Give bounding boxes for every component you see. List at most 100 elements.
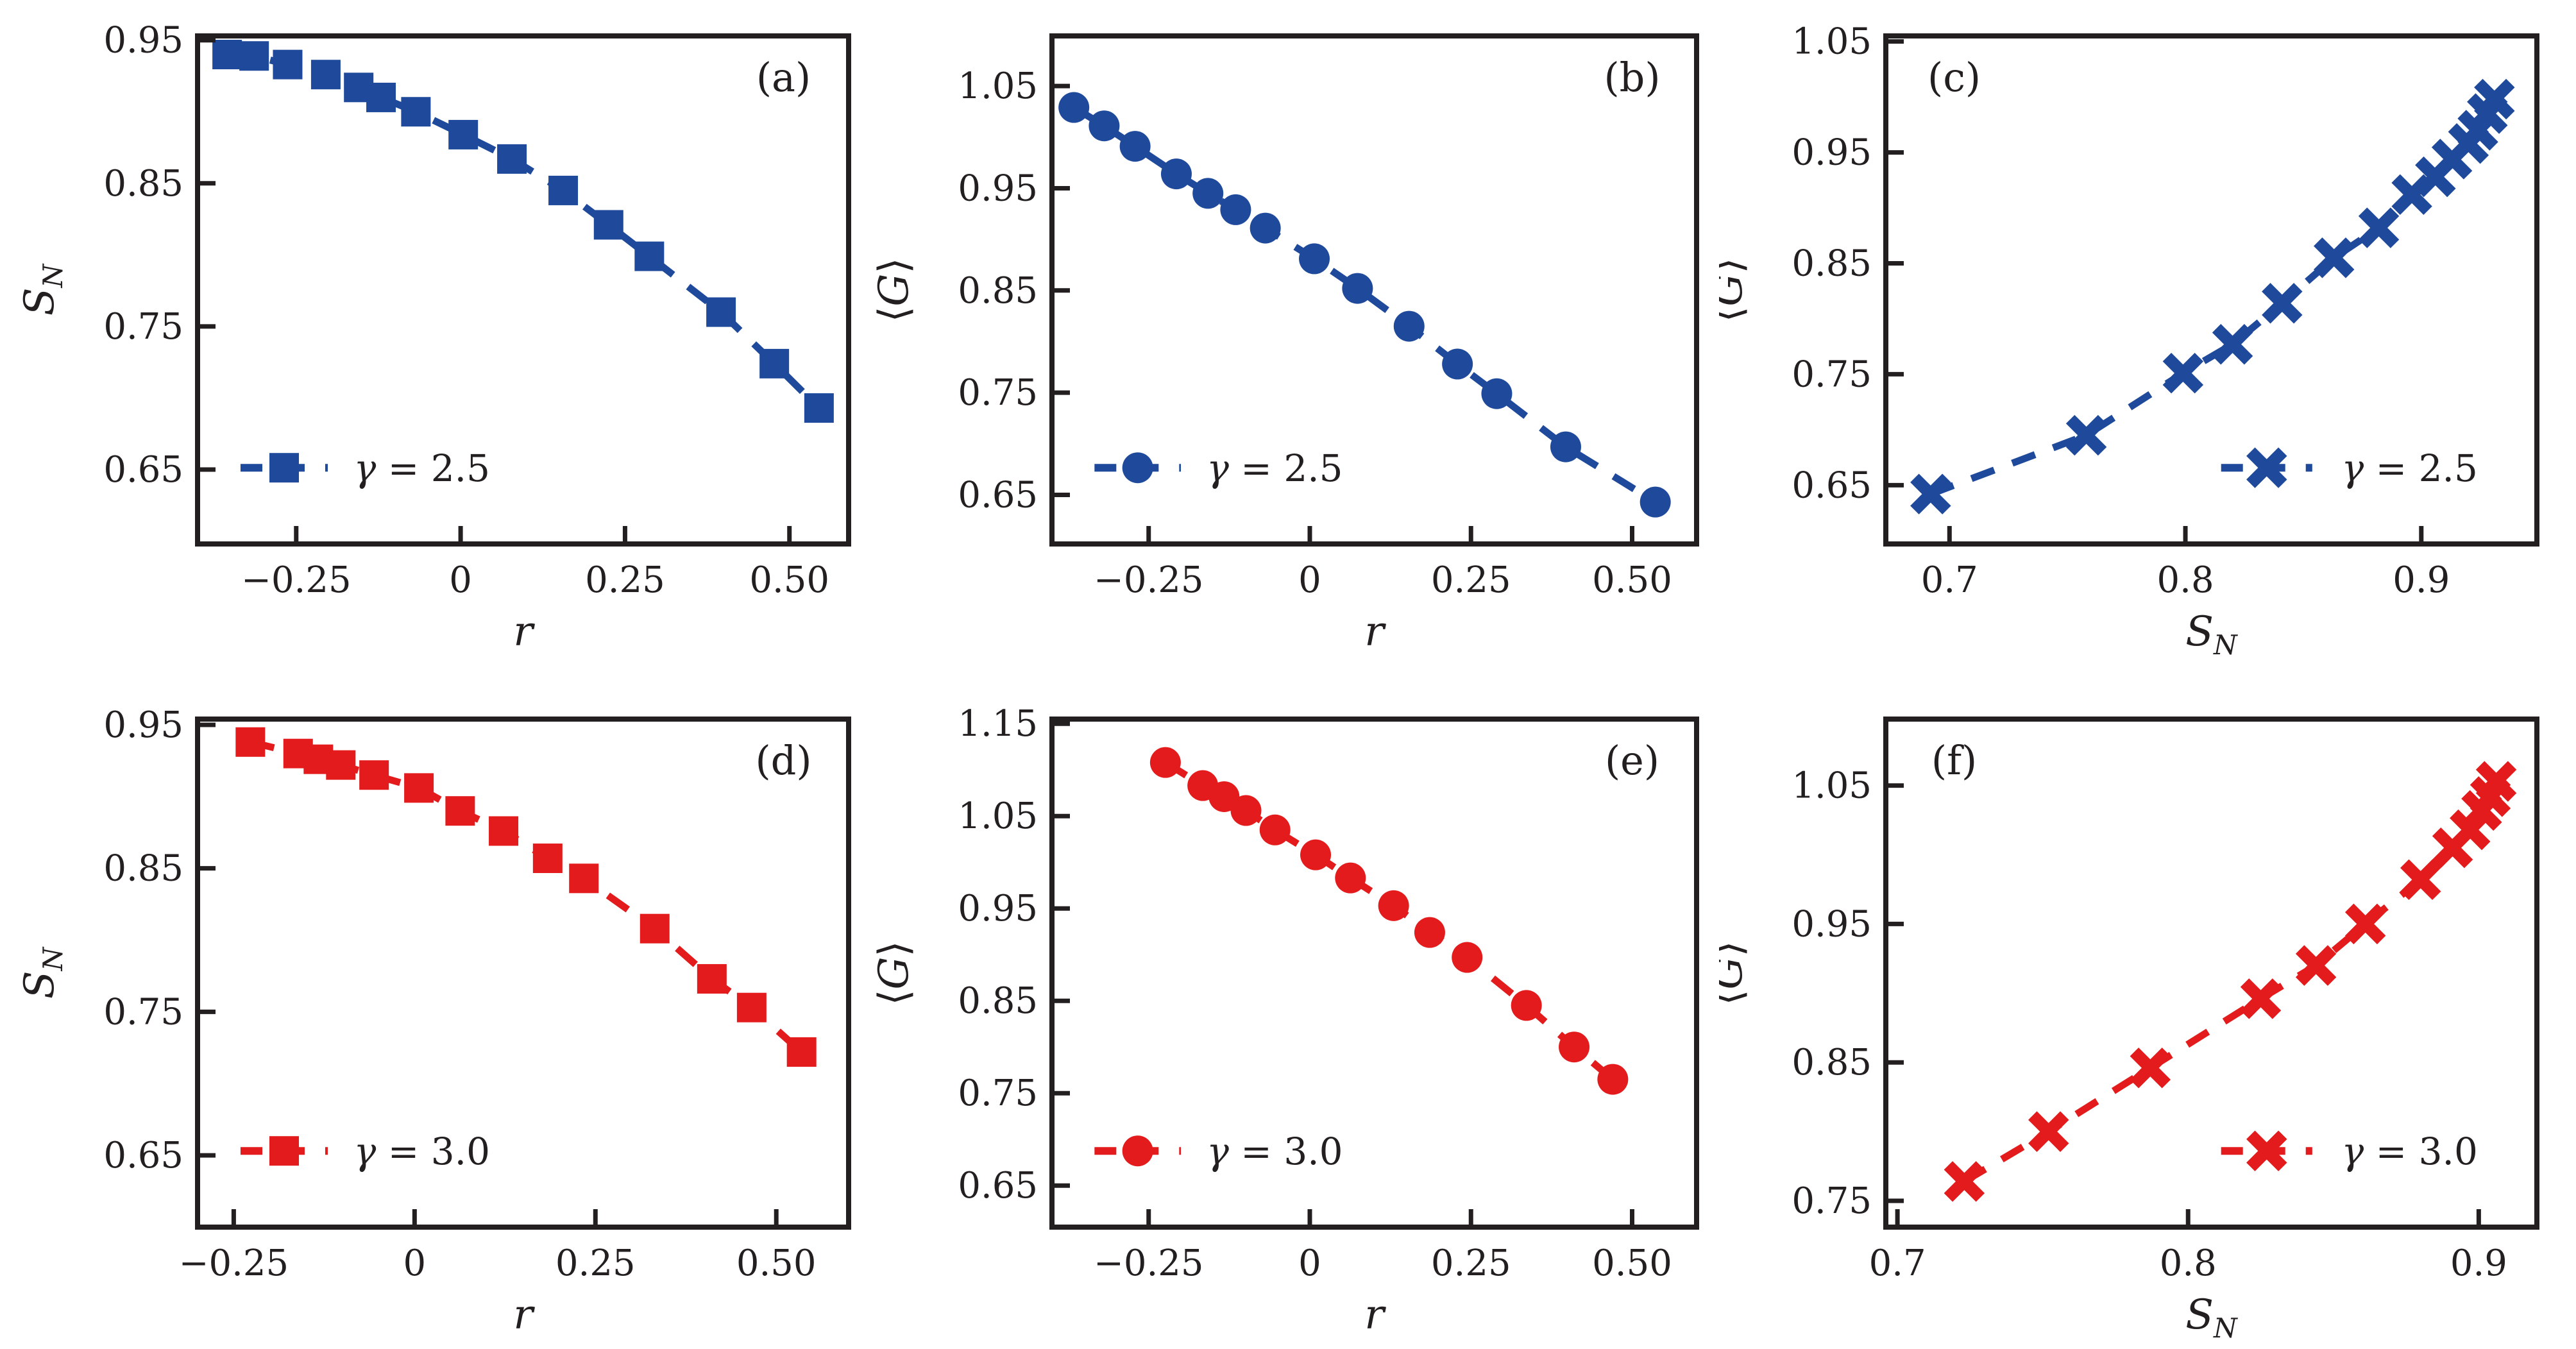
x-tick-label: 0.50 [1592,1243,1672,1284]
panel-b-chart: −0.25 0 0.25 0.50 1.05 0.95 0.85 0.75 0.65 r ⟨G⟩ (b… [870,33,1699,656]
data-point-marker [489,816,519,846]
panel-f-chart: 0.7 0.8 0.9 1.05 0.95 0.85 0.75 SN ⟨G⟩ (f) γ = 3.0 [1704,717,2539,1344]
x-axis-label: SN [2185,608,2238,661]
data-point-marker [1511,990,1542,1021]
data-point-marker [2130,1048,2171,1089]
data-point-marker [2358,207,2400,248]
y-tick-label: 0.85 [1792,242,1872,284]
panel-f: 0.7 0.8 0.9 1.05 0.95 0.85 0.75 SN ⟨G⟩ (f) γ = 3.0 [1704,674,2576,1349]
x-tick-label: 0 [1298,1243,1321,1284]
data-point-marker [2246,447,2287,488]
plot-frame [1883,33,2539,547]
x-tick-label: 0.50 [736,1243,817,1284]
y-tick-label: 0.85 [1792,1042,1872,1083]
y-tick-label: 1.05 [958,795,1038,837]
y-tick-label: 0.65 [958,475,1038,516]
x-tick-label: 0 [403,1243,427,1284]
y-tick-label: 0.65 [1792,464,1872,506]
panel-d-chart: −0.25 0 0.25 0.50 0.95 0.85 0.75 0.65 r SN (d) γ = … [16,704,851,1339]
y-tick-label: 0.85 [103,163,183,205]
data-point-marker [2262,283,2303,324]
data-point-marker [2314,237,2355,278]
panel-a-chart: −0.25 0 0.25 0.50 0.95 0.85 0.75 0.65 r SN (a) γ = … [16,20,851,656]
data-point-marker [532,844,563,874]
y-tick-label: 0.95 [1792,132,1872,174]
data-point-marker [310,60,341,90]
data-point-marker [1597,1064,1629,1095]
panel-letter: (b) [1604,54,1660,101]
y-tick-label: 0.65 [103,1135,183,1176]
y-axis-label: ⟨G⟩ [870,940,918,1005]
x-tick-label: 0 [449,559,472,601]
data-point-marker [1944,1161,1985,1202]
data-point-marker [1230,795,1262,826]
y-axis-label: SN [16,946,69,999]
series-line [250,738,804,1055]
plot-frame [195,717,851,1230]
data-point-marker [1149,747,1181,778]
data-point-marker [2212,324,2253,365]
data-point-marker [1640,486,1671,518]
data-point-marker [445,796,475,826]
legend: γ = 3.0 [2221,1130,2478,1173]
y-tick-label: 0.95 [958,167,1038,209]
data-point-marker [786,1037,817,1067]
y-tick-label: 0.95 [1792,903,1872,945]
x-tick-label: 0.25 [555,1243,636,1284]
x-axis-label: SN [2185,1291,2238,1344]
y-tick-label: 0.85 [958,270,1038,312]
data-point-marker [1452,942,1483,973]
data-point-marker [1160,158,1192,190]
data-point-marker [404,773,434,803]
data-point-marker [1550,431,1581,462]
data-point-marker [2065,414,2107,456]
x-tick-label: 0.25 [1431,1243,1511,1284]
data-point-marker [2162,352,2204,394]
data-point-marker [1299,243,1330,275]
data-point-marker [1220,194,1251,225]
data-point-marker [548,175,579,205]
legend: γ = 2.5 [1094,446,1343,490]
x-tick-label: 0.8 [2157,559,2214,601]
legend-label: γ = 2.5 [2342,446,2478,490]
y-tick-label: 1.05 [958,65,1038,107]
y-axis-label: ⟨G⟩ [870,257,918,322]
data-point-marker [326,750,356,780]
y-axis-label: SN [16,263,69,316]
x-tick-label: 0.9 [2450,1243,2507,1284]
y-tick-label: 0.75 [103,991,183,1033]
y-tick-label: 0.65 [103,449,183,491]
series-line [226,51,822,411]
x-tick-label: −0.25 [1094,559,1204,601]
y-tick-label: 0.75 [958,372,1038,414]
data-point-marker [2240,978,2282,1019]
legend-label: γ = 3.0 [2342,1130,2478,1173]
y-tick-label: 0.85 [103,848,183,890]
x-axis-label: r [513,608,535,656]
panel-d: −0.25 0 0.25 0.50 0.95 0.85 0.75 0.65 r SN (d) γ = … [0,674,860,1349]
data-point-marker [804,393,834,423]
y-tick-label: 1.05 [1792,765,1872,807]
data-point-marker [759,348,790,378]
panel-letter: (e) [1605,737,1659,784]
data-point-marker [2344,903,2386,945]
legend: γ = 2.5 [2221,446,2478,490]
y-tick-label: 1.15 [958,703,1038,745]
x-axis-label: r [1364,1291,1386,1339]
data-point-marker [366,82,396,112]
data-point-marker [1058,92,1090,123]
data-point-marker [239,41,269,71]
data-point-marker [2400,859,2441,901]
data-point-marker [1442,348,1473,380]
legend-label: γ = 3.0 [1207,1130,1343,1173]
data-point-marker [1192,178,1224,209]
legend: γ = 2.5 [240,446,490,490]
data-point-marker [401,97,431,127]
legend: γ = 3.0 [240,1130,490,1173]
panel-a: −0.25 0 0.25 0.50 0.95 0.85 0.75 0.65 r SN (a) γ = … [0,0,860,676]
x-tick-label: 0.9 [2393,559,2450,601]
y-tick-label: 0.75 [103,306,183,348]
x-tick-label: 0.7 [1869,1243,1926,1284]
data-point-marker [1300,839,1332,870]
